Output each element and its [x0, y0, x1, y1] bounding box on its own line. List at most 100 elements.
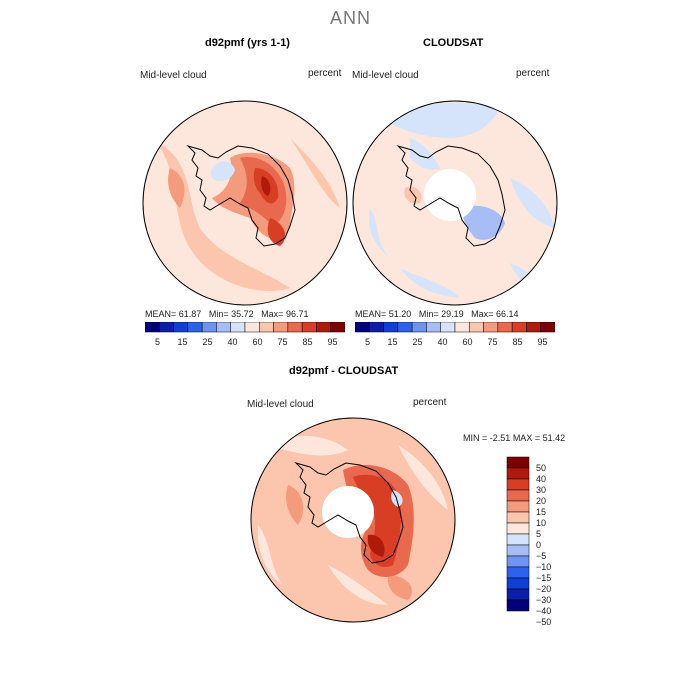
colorbar-swatch	[506, 478, 530, 491]
min-label: Min=	[418, 309, 439, 319]
max-label: Max=	[471, 309, 494, 319]
max-label: Max=	[261, 309, 284, 319]
panel-obs-units: percent	[516, 68, 550, 79]
map-boundary	[352, 100, 558, 306]
colorbar-tick-label: 75	[277, 337, 287, 347]
min-label: Min=	[208, 309, 229, 319]
map-boundary	[142, 100, 348, 306]
mean-label: MEAN=	[145, 309, 177, 319]
colorbar-swatch	[511, 322, 527, 333]
colorbar-tick-label: 60	[462, 337, 472, 347]
colorbar-swatch	[316, 322, 331, 333]
contour-lightest-red	[257, 525, 283, 585]
panel-obs-field-label: Mid-level cloud	[352, 70, 419, 81]
colorbar-tick-label: 25	[202, 337, 212, 347]
mean-value: 61.87	[178, 309, 202, 319]
colorbar-tick-label: 40	[227, 337, 237, 347]
missing-data-hole	[322, 486, 374, 538]
colorbar-swatch	[187, 322, 203, 333]
colorbar-tick-label: −20	[536, 584, 551, 594]
colorbar-swatch	[201, 322, 217, 333]
colorbar-swatch	[506, 511, 530, 524]
colorbar-swatch	[426, 322, 441, 333]
colorbar-swatch	[244, 322, 260, 333]
contour-darkest-red	[261, 176, 271, 196]
panel-obs-stats: MEAN= 51.20 Min= 29.19 Max= 66.14	[355, 309, 518, 319]
contour-mid-red	[286, 485, 304, 525]
min-value: 35.72	[231, 309, 254, 319]
colorbar-tick-label: 15	[177, 337, 187, 347]
panel-diff-stats: MIN = -2.51 MAX = 51.42	[463, 433, 565, 443]
figure-suptitle: ANN	[330, 8, 372, 28]
colorbar-swatch	[483, 322, 499, 333]
colorbar-tick-label: 5	[155, 337, 160, 347]
colorbar-tick-label: 0	[536, 540, 541, 550]
panel-obs-map	[352, 100, 558, 306]
colorbar-swatch	[526, 322, 541, 333]
colorbar-swatch	[355, 322, 370, 333]
contour-light-blue	[368, 208, 390, 258]
colorbar-swatch	[506, 467, 530, 480]
colorbar-swatch	[506, 522, 530, 535]
panel-model-units: percent	[308, 68, 342, 79]
colorbar-tick-label: 10	[536, 518, 546, 528]
colorbar-swatch	[301, 322, 317, 333]
colorbar-tick-label: −30	[536, 595, 551, 605]
colorbar-swatch	[330, 322, 345, 333]
colorbar-swatch	[506, 489, 530, 502]
colorbar-tick-label: 25	[412, 337, 422, 347]
colorbar-swatch	[411, 322, 427, 333]
contour-lightest-red	[328, 565, 388, 605]
colorbar-swatch	[216, 322, 231, 333]
colorbar-swatch	[469, 322, 484, 333]
colorbar-tick-label: −40	[536, 606, 551, 616]
contour-light-blue	[400, 268, 460, 298]
max-label: MAX =	[512, 433, 541, 443]
panel-obs-colorbar: 5 15 25 40 60 75 85 95	[355, 322, 555, 347]
colorbar-swatch	[506, 500, 530, 513]
min-value: -2.51	[489, 433, 511, 443]
contour-mid-red	[387, 575, 412, 600]
colorbar-swatch	[230, 322, 246, 333]
colorbar-swatch	[273, 322, 289, 333]
colorbar-tick-label: −50	[536, 617, 551, 625]
colorbar-tick-label: 40	[536, 474, 546, 484]
panel-diff-title: d92pmf - CLOUDSAT	[289, 365, 399, 377]
contour-light-red	[150, 138, 290, 292]
colorbar-tick-label: 5	[365, 337, 370, 347]
colorbar-swatch	[506, 555, 530, 568]
map-boundary	[250, 417, 456, 623]
colorbar-tick-label: 5	[536, 529, 541, 539]
colorbar-swatch	[454, 322, 470, 333]
contour-dark-red	[267, 218, 286, 246]
colorbar-swatch	[506, 544, 530, 557]
antarctica-coastline	[396, 144, 506, 247]
colorbar-swatch	[506, 533, 530, 546]
contour-lightest-red	[398, 445, 448, 510]
colorbar-swatch	[145, 322, 160, 333]
panel-diff-map	[250, 417, 456, 623]
colorbar-swatch	[506, 588, 530, 601]
min-label: MIN =	[463, 433, 488, 443]
colorbar-tick-label: 75	[487, 337, 497, 347]
colorbar-swatch	[506, 456, 530, 469]
min-value: 29.19	[441, 309, 464, 319]
colorbar-swatch	[506, 566, 530, 579]
mean-label: MEAN=	[355, 309, 387, 319]
panel-model-title: d92pmf (yrs 1-1)	[205, 37, 290, 49]
colorbar-swatch	[259, 322, 274, 333]
contour-light-blue	[510, 178, 555, 228]
max-value: 96.71	[285, 309, 309, 319]
panel-obs-title: CLOUDSAT	[423, 37, 484, 49]
colorbar-swatch	[287, 322, 303, 333]
colorbar-swatch	[383, 322, 399, 333]
colorbar-tick-label: 95	[537, 337, 547, 347]
colorbar-tick-label: 15	[536, 507, 546, 517]
panel-model-field-label: Mid-level cloud	[140, 70, 207, 81]
colorbar-tick-label: 30	[536, 485, 546, 495]
colorbar-swatch	[497, 322, 513, 333]
contour-light-red	[290, 138, 340, 208]
colorbar-swatch	[397, 322, 413, 333]
contour-mid-red	[168, 168, 185, 208]
colorbar-swatch	[506, 599, 530, 612]
